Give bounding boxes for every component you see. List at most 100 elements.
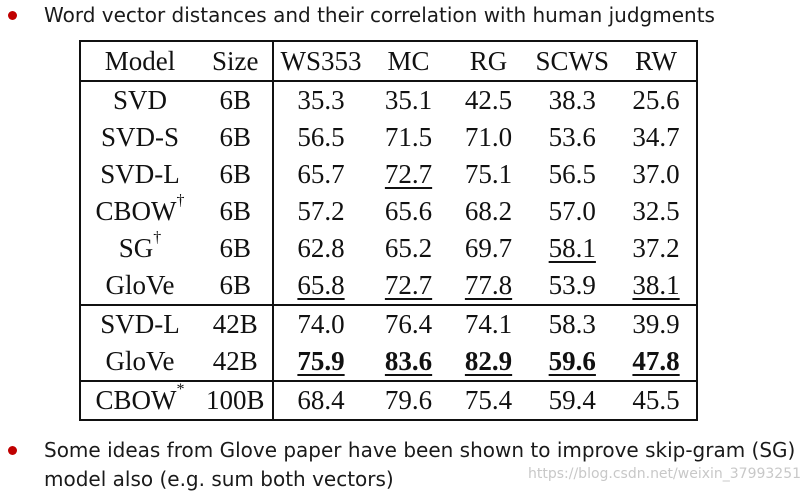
cell-score: 56.5 [273,119,369,156]
model-footnote-mark: * [176,381,185,398]
cell-score: 65.6 [369,193,449,230]
cell-score: 72.7 [369,267,449,305]
table-row: SG† 6B 62.8 65.2 69.7 58.1 37.2 [80,229,697,267]
score-value: 79.6 [384,385,433,415]
score-value: 72.7 [384,159,433,189]
score-value: 82.9 [464,346,513,376]
cell-score: 53.9 [529,267,617,305]
score-value: 37.0 [632,159,680,189]
score-value: 56.5 [297,122,345,152]
cell-size: 6B [199,156,274,193]
cell-score: 65.8 [273,267,369,305]
header-scws: SCWS [535,45,610,76]
table-header-row: Model Size WS353 MC RG SCWS RW [80,41,698,81]
cell-score: 79.6 [369,381,449,420]
cell-model: SVD-L [80,305,199,343]
cell-score: 75.4 [449,381,529,420]
cell-score: 58.1 [529,230,617,267]
cell-score: 59.4 [529,381,617,420]
cell-model: CBOW† [80,192,199,230]
cell-size: 6B [199,119,274,156]
model-name: SVD-L [100,159,180,189]
score-value: 45.5 [632,385,680,415]
cell-score: 68.4 [273,381,369,420]
score-value: 59.6 [548,346,596,376]
cell-score: 37.2 [616,230,697,267]
cell-score: 37.0 [616,156,697,193]
header-rw: RW [635,45,678,76]
cell-score: 34.7 [616,119,697,156]
score-value: 35.1 [384,85,433,115]
cell-size: 6B [199,81,274,119]
cell-size: 42B [199,343,274,381]
score-value: 57.0 [548,196,596,226]
cell-score: 57.2 [273,193,369,230]
table-group: CBOW* 100B 68.4 79.6 75.4 59.4 45.5 [80,381,698,420]
cell-model: GloVe [80,343,199,381]
model-name: SVD-L [100,309,180,339]
bullet-text-line: model also (e.g. sum both vectors) [44,467,394,491]
header-mc: MC [387,45,430,76]
cell-size: 100B [199,381,274,420]
table-row: SVD 6B 35.3 35.1 42.5 38.3 25.6 [80,81,697,119]
score-value: 42.5 [464,85,513,115]
results-table: Model Size WS353 MC RG SCWS RW SVD 6B 35.3… [79,40,699,421]
watermark: https://blog.csdn.net/weixin_37993251 [528,466,802,482]
model-footnote-mark: † [176,192,185,209]
cell-model: CBOW* [80,381,199,420]
score-value: 58.1 [548,233,596,263]
cell-score: 65.7 [273,156,369,193]
cell-size: 42B [199,305,274,343]
table-group: SVD-L 42B 74.0 76.4 74.1 58.3 39.9 GloVe 42B 75.9… [80,305,698,381]
table-row: CBOW* 100B 68.4 79.6 75.4 59.4 45.5 [80,381,697,420]
bullet-text: Word vector distances and their correlat… [44,3,715,27]
cell-score: 59.6 [529,343,617,381]
cell-model: SVD-L [80,156,199,193]
cell-score: 42.5 [449,81,529,119]
model-name: GloVe [105,346,175,376]
score-value: 74.0 [297,309,345,339]
cell-score: 45.5 [616,381,697,420]
cell-score: 38.3 [529,81,617,119]
score-value: 68.2 [464,196,513,226]
score-value: 47.8 [632,346,680,376]
model-name: SG [118,233,154,263]
score-value: 32.5 [632,196,680,226]
bullet-dot [8,446,17,455]
cell-model: SG† [80,229,199,267]
cell-score: 68.2 [449,193,529,230]
cell-score: 74.1 [449,305,529,343]
cell-model: GloVe [80,267,199,305]
cell-score: 76.4 [369,305,449,343]
score-value: 65.7 [297,159,345,189]
score-value: 53.9 [548,270,596,300]
score-value: 38.3 [548,85,596,115]
cell-size: 6B [199,230,274,267]
cell-score: 58.3 [529,305,617,343]
cell-size: 6B [199,193,274,230]
score-value: 75.9 [297,346,345,376]
score-value: 56.5 [548,159,596,189]
model-name: CBOW [95,385,177,415]
cell-score: 75.1 [449,156,529,193]
score-value: 37.2 [632,233,680,263]
cell-score: 57.0 [529,193,617,230]
cell-score: 62.8 [273,230,369,267]
cell-score: 39.9 [616,305,697,343]
score-value: 71.5 [384,122,433,152]
score-value: 65.2 [384,233,433,263]
cell-model: SVD-S [80,119,199,156]
score-value: 65.6 [384,196,433,226]
cell-size: 6B [199,267,274,305]
cell-model: SVD [80,81,199,119]
bullet-text-line: Some ideas from Glove paper have been sh… [44,438,796,462]
score-value: 65.8 [297,270,345,300]
table-row: SVD-L 6B 65.7 72.7 75.1 56.5 37.0 [80,156,697,193]
score-value: 59.4 [548,385,596,415]
table-group: SVD 6B 35.3 35.1 42.5 38.3 25.6 SVD-S 6B 56.5 71.5… [80,81,698,305]
table-row: GloVe 42B 75.9 83.6 82.9 59.6 47.8 [80,343,697,381]
score-value: 25.6 [632,85,680,115]
cell-score: 25.6 [616,81,697,119]
score-value: 34.7 [632,122,680,152]
score-value: 77.8 [464,270,513,300]
